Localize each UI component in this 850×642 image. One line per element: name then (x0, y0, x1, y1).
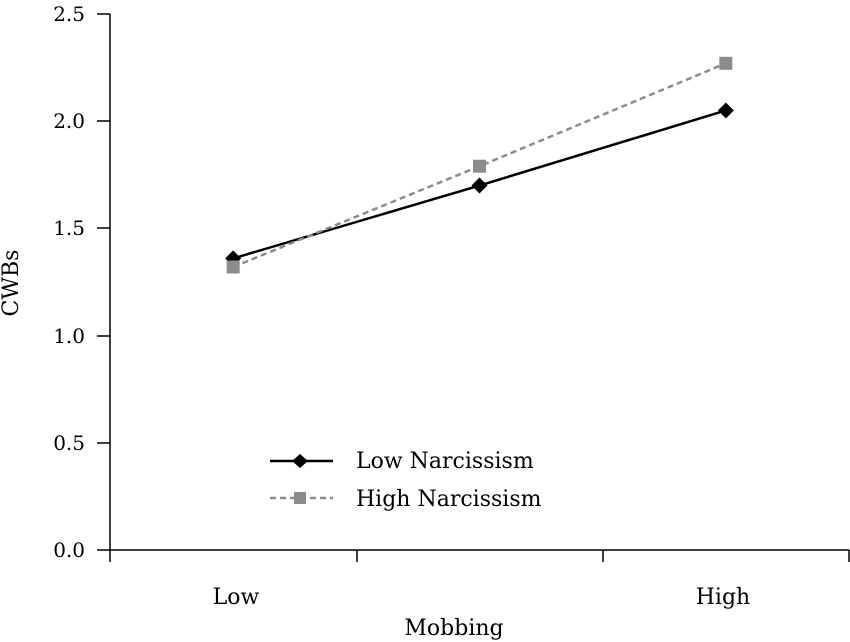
legend-label-high-narcissism: High Narcissism (356, 487, 542, 512)
y-tick-labels: 0.0 0.5 1.0 1.5 2.0 2.5 (53, 2, 85, 562)
data-point-high-narcissism-0 (226, 260, 240, 274)
legend-marker-square (294, 492, 306, 504)
x-ticks (109, 550, 850, 562)
y-axis-title: CWBs (0, 250, 24, 317)
legend-marker-diamond (292, 454, 308, 468)
legend-label-low-narcissism: Low Narcissism (356, 449, 534, 474)
y-tick-label: 0.5 (53, 431, 85, 455)
series-layer (225, 56, 734, 274)
y-tick-label: 1.0 (53, 324, 85, 348)
legend: Low Narcissism High Narcissism (270, 449, 542, 512)
y-ticks (97, 13, 110, 551)
legend-item-high-narcissism: High Narcissism (270, 487, 542, 512)
data-point-high-narcissism-2 (719, 56, 733, 70)
data-point-low-narcissism-2 (717, 102, 734, 119)
data-point-low-narcissism-1 (471, 177, 488, 194)
x-axis-title: Mobbing (404, 616, 503, 641)
y-tick-label: 2.5 (53, 2, 85, 26)
legend-item-low-narcissism: Low Narcissism (270, 449, 534, 474)
x-tick-label-low: Low (213, 585, 260, 610)
x-tick-label-high: High (696, 585, 750, 610)
series-line-high-narcissism (232, 62, 727, 269)
data-point-high-narcissism-1 (473, 159, 486, 173)
y-tick-label: 0.0 (53, 538, 85, 562)
y-tick-label: 1.5 (53, 216, 85, 240)
y-tick-label: 2.0 (53, 109, 85, 133)
